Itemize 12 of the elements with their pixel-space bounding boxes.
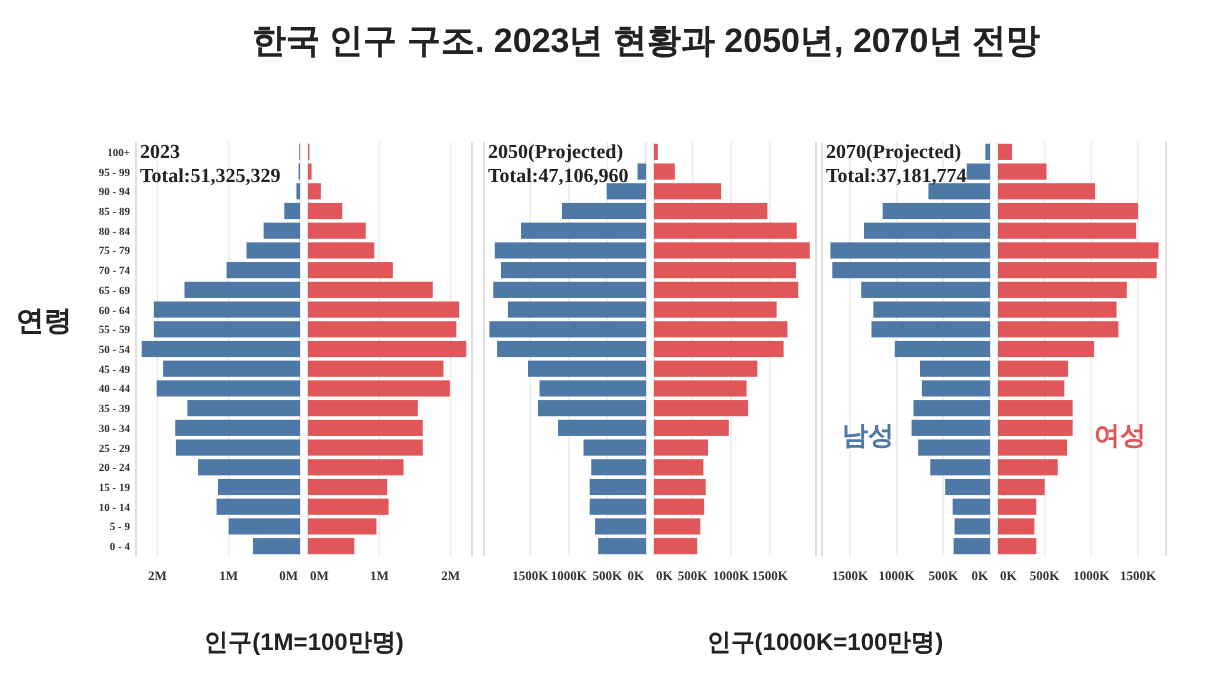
x-axis-title: 인구(1M=100만명) bbox=[204, 628, 404, 656]
annotation: 2070(Projected) bbox=[826, 142, 962, 164]
annotation: 2023 bbox=[140, 142, 180, 164]
series-label: 남성 bbox=[842, 420, 894, 450]
text: 한국 인구 구조. 2023년 현황과 2050년, 2070년 전망 bbox=[252, 22, 1040, 60]
x-axis-title: 인구(1000K=100만명) bbox=[706, 628, 944, 656]
y-axis-title: 연령 bbox=[16, 304, 72, 336]
series-label: 여성 bbox=[1094, 420, 1146, 450]
annotation: Total:51,325,329 bbox=[140, 166, 281, 188]
annotation: Total:37,181,774 bbox=[826, 166, 967, 188]
annotation: 2050(Projected) bbox=[488, 142, 624, 164]
annotation: Total:47,106,960 bbox=[488, 166, 629, 188]
